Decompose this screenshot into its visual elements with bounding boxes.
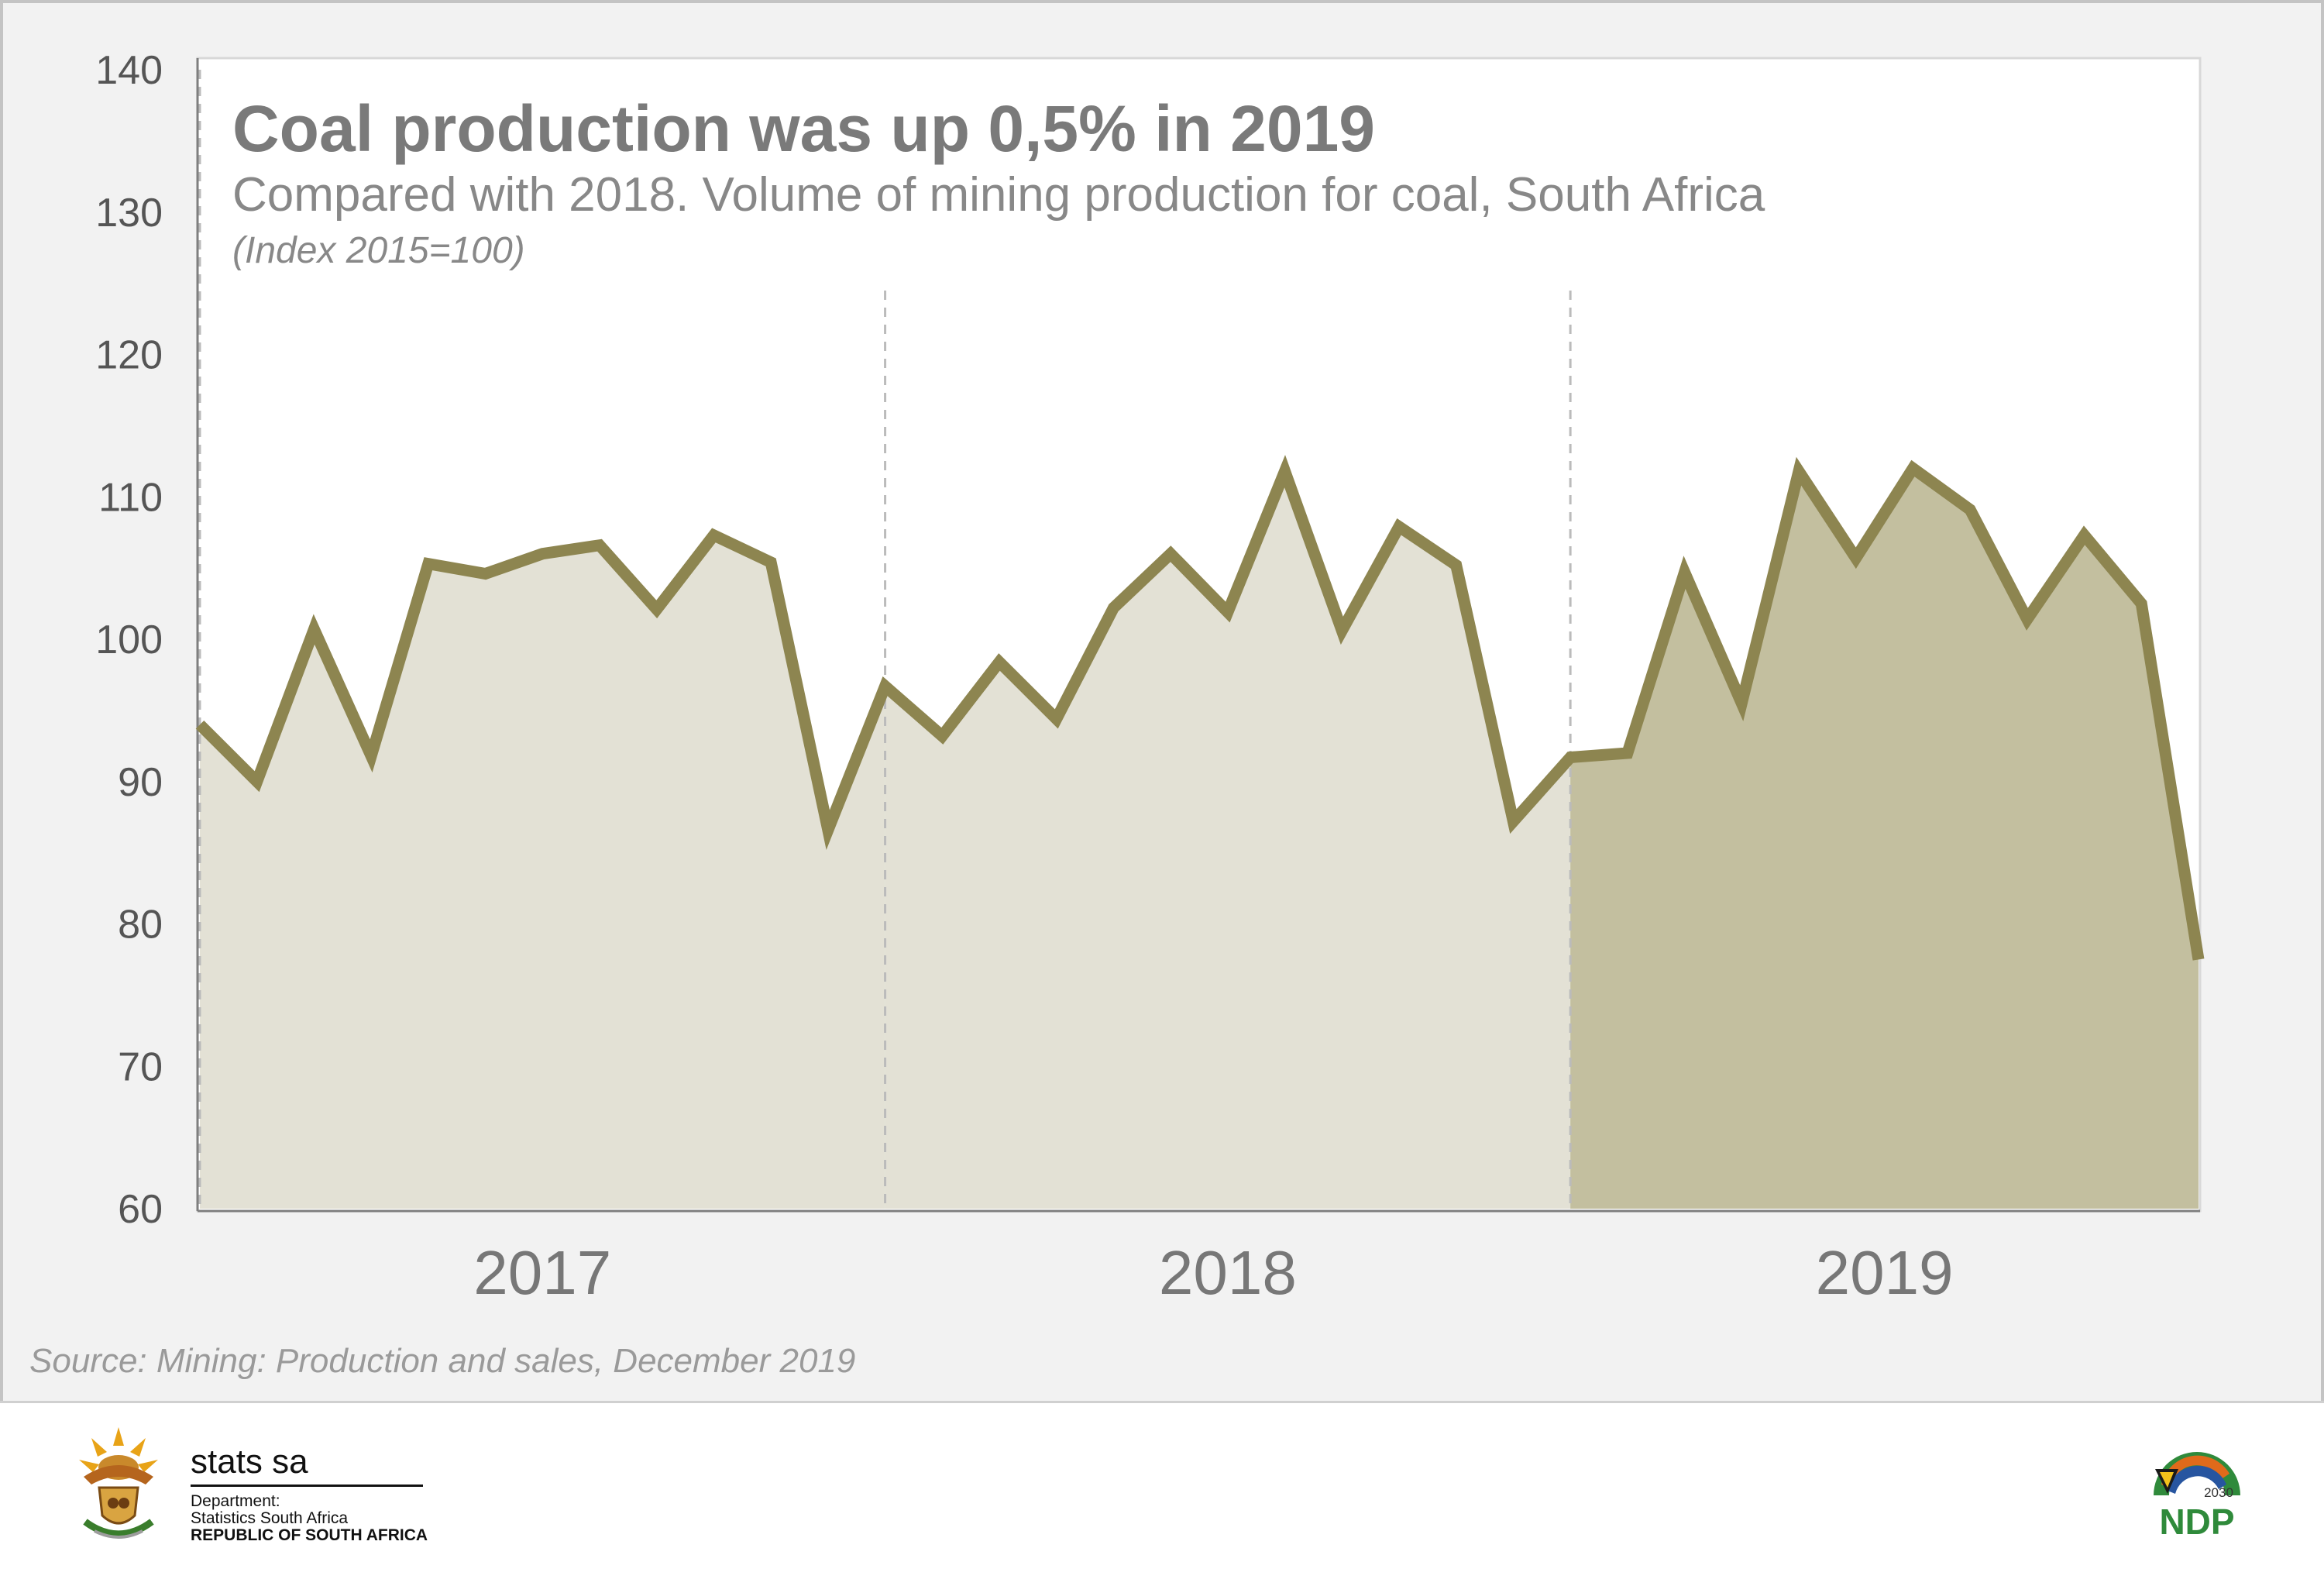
axes	[196, 58, 2200, 1213]
area-fill-2019	[1570, 468, 2199, 1209]
brand-divider	[191, 1485, 423, 1487]
y-axis-ticks: 140 130 120 110 100 90 80 70 60	[95, 48, 163, 1232]
y-tick-label: 100	[95, 618, 163, 662]
year-label-2017: 2017	[473, 1238, 611, 1307]
chart-title: Coal production was up 0,5% in 2019	[232, 92, 1376, 165]
year-label-2018: 2018	[1159, 1238, 1297, 1307]
ndp-year: 2030	[2204, 1485, 2233, 1500]
y-tick-label: 120	[95, 333, 163, 378]
ndp-2030-logo: 2030 NDP	[2154, 1452, 2240, 1539]
x-axis-year-labels: 2017 2018 2019	[473, 1238, 1953, 1307]
year-dividers	[198, 70, 1572, 1209]
department-label: Department:	[191, 1492, 280, 1510]
y-tick-label: 60	[118, 1187, 163, 1232]
line-layer	[195, 455, 2205, 961]
y-tick-label: 80	[118, 903, 163, 948]
area-fill-2017	[200, 535, 885, 1209]
brand-name: stats sa	[191, 1443, 308, 1481]
area-fills	[200, 468, 2199, 1209]
chart-subtitle: Compared with 2018. Volume of mining pro…	[232, 168, 1765, 222]
index-note: (Index 2015=100)	[232, 230, 525, 271]
year-label-2019: 2019	[1816, 1238, 1954, 1307]
y-tick-label: 130	[95, 191, 163, 236]
footer-bar	[0, 1401, 2324, 1586]
source-note: Source: Mining: Production and sales, De…	[29, 1342, 856, 1380]
coat-of-arms-logo	[79, 1427, 158, 1539]
y-tick-label: 110	[98, 475, 163, 520]
chart: 140 130 120 110 100 90 80 70 60 2017 2018 2019	[95, 48, 2205, 1307]
department-name: Statistics South Africa	[191, 1509, 349, 1527]
area-fill-2018	[885, 471, 1571, 1209]
y-tick-label: 140	[95, 48, 163, 93]
republic-label: REPUBLIC OF SOUTH AFRICA	[191, 1526, 428, 1544]
y-tick-label: 90	[118, 760, 163, 805]
y-tick-label: 70	[118, 1044, 163, 1089]
ndp-wordmark: NDP	[2159, 1502, 2234, 1539]
coal-index-line	[195, 455, 2205, 961]
